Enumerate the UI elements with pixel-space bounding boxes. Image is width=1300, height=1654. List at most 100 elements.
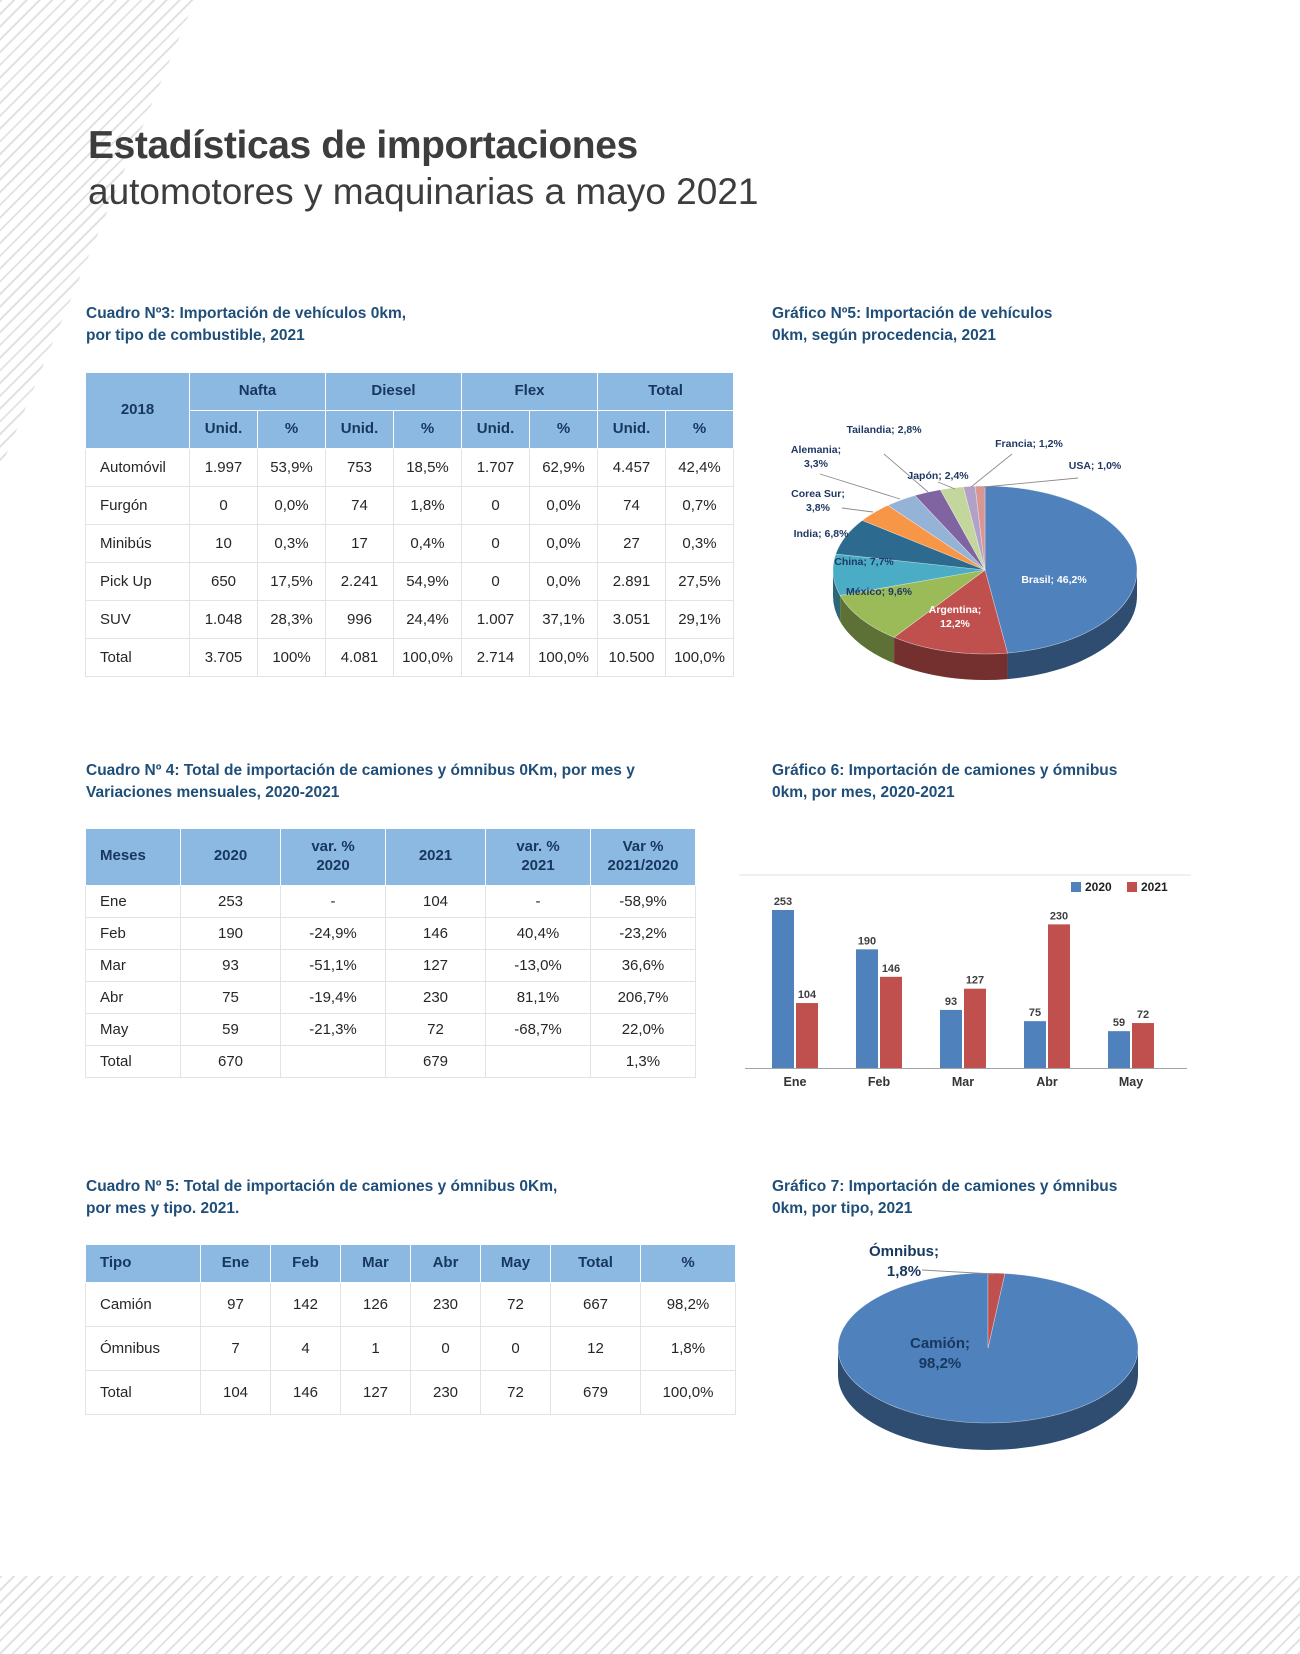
cell: 1 — [340, 1325, 411, 1371]
category-label: Ene — [784, 1075, 807, 1089]
cell: 42,4% — [665, 447, 734, 487]
cell: 72 — [480, 1281, 551, 1327]
cell: 0 — [189, 485, 258, 525]
pie-chart-canvas — [819, 453, 1138, 680]
cell: 29,1% — [665, 599, 734, 639]
cell: 650 — [189, 561, 258, 601]
cell: 1,8% — [640, 1325, 736, 1371]
cell: 2.714 — [461, 637, 530, 677]
cell: 81,1% — [485, 980, 591, 1014]
cell: 0,3% — [257, 523, 326, 563]
cell: 3.051 — [597, 599, 666, 639]
cell: 4.081 — [325, 637, 394, 677]
grafico5-pie-chart: Brasil; 46,2% Argentina; 12,2% México; 9,6… — [762, 398, 1232, 718]
cell: 27 — [597, 523, 666, 563]
cell: 4.457 — [597, 447, 666, 487]
bar-2020-Feb — [856, 949, 878, 1068]
cell: Total — [85, 637, 190, 677]
pie-slice-side — [838, 1348, 1138, 1450]
column-header: Abr — [410, 1244, 481, 1283]
bar-value-label: 59 — [1113, 1017, 1125, 1029]
cell: 0,3% — [665, 523, 734, 563]
column-header: 2020 — [180, 828, 281, 886]
grafico5-title: Gráfico Nº5: Importación de vehículos 0k… — [772, 305, 1053, 345]
cell: 37,1% — [529, 599, 598, 639]
bar-2021-Ene — [796, 1003, 818, 1068]
cuadro5-table: Tipo Ene Feb Mar Abr May Total% Camión 97 142 126 2… — [85, 1244, 736, 1415]
cell: 100,0% — [665, 637, 734, 677]
table-row: Automóvil 1.997 53,9% 753 18,5% 1.707 62,9% 4.4… — [85, 447, 734, 487]
cell: May — [85, 1012, 181, 1046]
cell: 18,5% — [393, 447, 462, 487]
table-row: Total 104 146 127 230 72 679 100,0% — [85, 1369, 736, 1415]
column-header: Meses — [85, 828, 181, 886]
cell: 1,3% — [590, 1044, 696, 1078]
column-header: Mar — [340, 1244, 411, 1283]
pie-data-label: Tailandia; 2,8% — [846, 424, 922, 436]
cell: 10 — [189, 523, 258, 563]
cell: 1.048 — [189, 599, 258, 639]
fuel-type-imports-table: 2018 Nafta Diesel Flex Total Unid.% Unid.% Unid… — [85, 372, 734, 677]
bar-value-label: 104 — [798, 989, 817, 1001]
bar-2021-Feb — [880, 976, 902, 1068]
cell: 1.007 — [461, 599, 530, 639]
pie-slice-side — [894, 637, 1008, 680]
cell: 667 — [550, 1281, 641, 1327]
cell: 74 — [325, 485, 394, 525]
column-header: % — [640, 1244, 736, 1283]
cell: 230 — [385, 980, 486, 1014]
cell: 0,0% — [529, 485, 598, 525]
column-header: Unid. — [325, 409, 394, 449]
cell: 679 — [385, 1044, 486, 1078]
cell: -13,0% — [485, 948, 591, 982]
table-row: May 59 -21,3% 72 -68,7% 22,0% — [85, 1012, 696, 1046]
cell: 230 — [410, 1369, 481, 1415]
cuadro4-title: Cuadro Nº 4: Total de importación de cam… — [86, 762, 635, 802]
cell: 0 — [461, 523, 530, 563]
pie-slice-Brasil — [984, 485, 1138, 654]
cell — [485, 1044, 591, 1078]
legend-label: 2021 — [1141, 880, 1168, 894]
bar-value-label: 93 — [945, 996, 957, 1008]
column-header: Total — [550, 1244, 641, 1283]
label-leader-line — [883, 453, 929, 493]
cell: 230 — [410, 1281, 481, 1327]
cuadro5-title: Cuadro Nº 5: Total de importación de cam… — [86, 1178, 558, 1218]
cell: 27,5% — [665, 561, 734, 601]
cell: -21,3% — [280, 1012, 386, 1046]
category-label: Abr — [1036, 1075, 1058, 1089]
cell: - — [280, 884, 386, 918]
cell: 100,0% — [393, 637, 462, 677]
type-imports-table: Tipo Ene Feb Mar Abr May Total% Camión 97 142 126 2… — [85, 1244, 736, 1415]
cell: 253 — [180, 884, 281, 918]
cell: 0 — [410, 1325, 481, 1371]
cell: Furgón — [85, 485, 190, 525]
group-header: Diesel — [325, 372, 462, 411]
label-leader-line — [983, 477, 1079, 488]
page-title: Estadísticas de importaciones automotore… — [88, 124, 758, 213]
cell: 22,0% — [590, 1012, 696, 1046]
cell: 996 — [325, 599, 394, 639]
grafico6-bar-chart: 253 104 Ene 190 146 Feb 93 127 Mar 75 230 Abr 59 72 Ma… — [735, 872, 1195, 1102]
cell: Camión — [85, 1281, 201, 1327]
cell: 1.997 — [189, 447, 258, 487]
legend-swatch-2021 — [1127, 882, 1137, 892]
column-header: % — [393, 409, 462, 449]
label-leader-line — [921, 1269, 995, 1275]
cell: 7 — [200, 1325, 271, 1371]
bar-value-label: 190 — [858, 935, 876, 947]
pie-data-label: Japón; 2,4% — [907, 470, 969, 482]
cuadro3-title: Cuadro Nº3: Importación de vehículos 0km… — [86, 305, 407, 345]
table-row: Abr 75 -19,4% 230 81,1% 206,7% — [85, 980, 696, 1014]
cell: 3.705 — [189, 637, 258, 677]
cell: Minibús — [85, 523, 190, 563]
cell: Total — [85, 1044, 181, 1078]
pie-data-label: Alemania; 3,3% — [790, 444, 842, 470]
cell: 126 — [340, 1281, 411, 1327]
cell: 97 — [200, 1281, 271, 1327]
cell: 0,0% — [529, 561, 598, 601]
cell: 753 — [325, 447, 394, 487]
table-row: Camión 97 142 126 230 72 667 98,2% — [85, 1281, 736, 1327]
column-header: % — [529, 409, 598, 449]
table-row: Feb 190 -24,9% 146 40,4% -23,2% — [85, 916, 696, 950]
